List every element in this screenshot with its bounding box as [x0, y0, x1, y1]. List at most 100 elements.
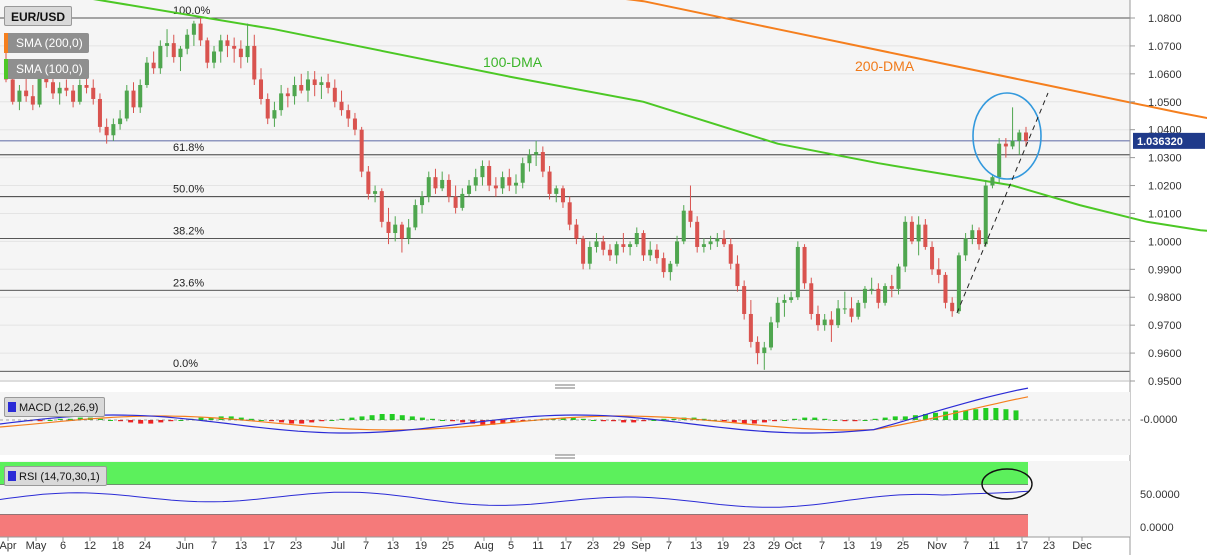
time-tick-label: 23: [743, 540, 755, 552]
candle-body: [272, 110, 277, 119]
macd-histogram-bar: [440, 420, 446, 421]
time-tick-label: 18: [112, 540, 124, 552]
macd-histogram-bar: [359, 416, 365, 420]
price-tick-label: 1.0100: [1148, 208, 1182, 220]
macd-histogram-bar: [118, 420, 124, 422]
time-tick-label: 24: [139, 540, 151, 552]
candle-body: [607, 249, 612, 256]
sma100-line: [92, 0, 1207, 232]
candle-body: [742, 286, 747, 314]
candle-body: [339, 101, 344, 111]
macd-line: [0, 387, 1029, 434]
candle-body: [728, 244, 733, 264]
candlesticks: [3, 18, 1029, 370]
price-tick-label: 1.0200: [1148, 181, 1182, 193]
macd-histogram-bar: [279, 420, 285, 423]
macd-histogram-bar: [107, 420, 113, 421]
candle-body: [124, 90, 129, 119]
candle-body: [983, 185, 988, 245]
candle-body: [869, 288, 874, 290]
candle-body: [1010, 140, 1015, 147]
time-tick-label: 11: [988, 540, 999, 552]
macd-histogram-bar: [641, 420, 647, 422]
candle-body: [480, 165, 485, 178]
panel-resize-handle[interactable]: [555, 384, 575, 389]
macd-histogram-bar: [631, 420, 637, 423]
candle-body: [970, 230, 975, 239]
macd-histogram-bar: [1003, 409, 1009, 420]
time-tick-label: Aug: [474, 540, 494, 552]
candle-body: [661, 258, 666, 273]
macd-histogram-bar: [77, 417, 83, 420]
sma200-legend[interactable]: SMA (200,0): [4, 33, 89, 53]
candle-body: [990, 177, 995, 186]
candle-body: [91, 87, 96, 99]
candle-body: [836, 308, 841, 326]
candle-body: [701, 244, 706, 247]
fibonacci-levels: 100.0%61.8%50.0%38.2%23.6%0.0%: [0, 5, 1130, 372]
candle-body: [84, 85, 89, 88]
candle-body: [212, 51, 217, 63]
candle-body: [889, 286, 894, 289]
macd-histogram-bar: [409, 416, 415, 420]
macd-histogram-bar: [419, 417, 425, 420]
candle-body: [185, 34, 190, 49]
time-tick-label: 5: [508, 540, 514, 552]
rsi-legend[interactable]: RSI (14,70,30,1): [4, 466, 107, 486]
price-tick-label: 0.9700: [1148, 320, 1182, 332]
panel-resize-handle[interactable]: [555, 454, 575, 459]
macd-histogram-bar: [651, 420, 657, 421]
candle-body: [366, 171, 371, 194]
time-tick-label: Sep: [631, 540, 651, 552]
candle-body: [554, 188, 559, 194]
macd-histogram-bar: [37, 420, 43, 422]
candle-body: [305, 79, 310, 91]
macd-histogram-bar: [57, 418, 63, 420]
candle-body: [795, 246, 800, 298]
macd-legend[interactable]: MACD (12,26,9): [4, 397, 106, 417]
macd-histogram-bar: [289, 420, 295, 424]
time-tick-label: 7: [666, 540, 672, 552]
sma200-swatch: [4, 33, 8, 53]
candle-body: [420, 196, 425, 206]
candle-body: [815, 313, 820, 326]
macd-histogram-bar: [349, 417, 355, 420]
macd-histogram-bar: [319, 420, 325, 422]
macd-histogram-bar: [379, 414, 385, 420]
macd-histogram-bar: [67, 418, 73, 420]
macd-histogram-bar: [570, 417, 576, 420]
macd-histogram-bar: [751, 420, 757, 424]
time-tick-label: 13: [387, 540, 399, 552]
candle-body: [393, 224, 398, 234]
sma100-legend[interactable]: SMA (100,0): [4, 59, 89, 79]
time-tick-label: May: [26, 540, 47, 552]
time-tick-label: 23: [290, 540, 302, 552]
macd-histogram-bar: [731, 420, 737, 423]
macd-histogram-bar: [238, 417, 244, 420]
macd-histogram-bar: [671, 418, 677, 420]
time-tick-label: 13: [843, 540, 855, 552]
candle-body: [178, 48, 183, 58]
candle-body: [1023, 132, 1029, 141]
time-tick-label: 19: [717, 540, 729, 552]
time-axis: Apr May 6 12 18 24 Jun 7 13 17 23 Jul 7 13 19 25 Aug 5 11 1…: [0, 536, 1130, 552]
candle-body: [688, 210, 693, 222]
candle-body: [460, 193, 465, 208]
macd-histogram-bar: [741, 420, 747, 424]
candle-body: [218, 40, 223, 52]
time-tick-label: 7: [963, 540, 969, 552]
candle-body: [165, 43, 170, 46]
time-tick-label: 23: [587, 540, 599, 552]
instrument-label[interactable]: EUR/USD: [4, 6, 73, 26]
candle-body: [930, 246, 935, 270]
macd-histogram-bar: [892, 416, 898, 420]
candle-body: [782, 300, 787, 303]
macd-histogram-bar: [1013, 410, 1019, 420]
macd-histogram-bar: [802, 417, 808, 420]
last-price-label: 1.036320: [1137, 136, 1183, 148]
candle-body: [876, 288, 881, 303]
macd-histogram-bar: [329, 420, 335, 421]
macd-signal-line: [0, 396, 1029, 431]
time-tick-label: Dec: [1072, 540, 1092, 552]
